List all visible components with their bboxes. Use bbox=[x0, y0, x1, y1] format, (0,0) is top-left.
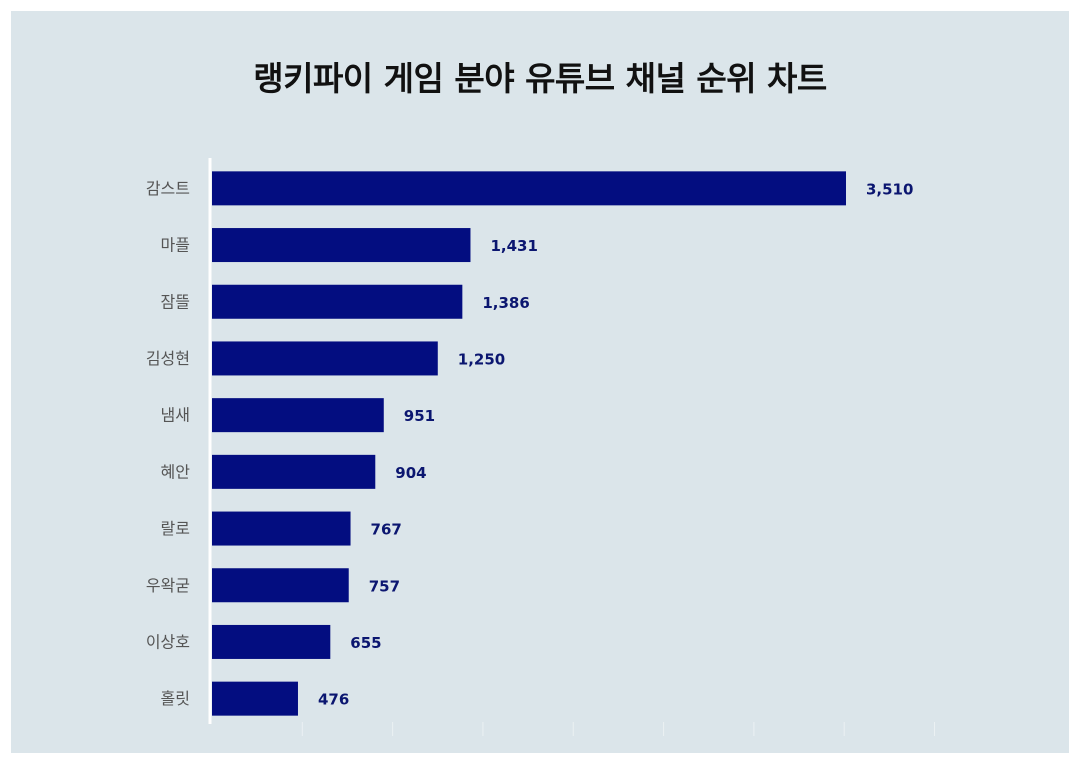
value-label-9: 655 bbox=[350, 634, 381, 652]
bar-6 bbox=[212, 454, 376, 489]
category-label-9: 이상호 bbox=[146, 632, 190, 651]
bar-2 bbox=[212, 228, 471, 263]
value-label-2: 1,431 bbox=[490, 237, 537, 255]
bar-9 bbox=[212, 624, 331, 659]
bar-10 bbox=[212, 681, 298, 716]
category-label-4: 김성현 bbox=[146, 349, 190, 368]
bar-5 bbox=[212, 398, 384, 433]
value-label-8: 757 bbox=[369, 577, 400, 595]
category-label-10: 홀릿 bbox=[161, 689, 190, 708]
x-ticks bbox=[301, 722, 935, 736]
value-label-1: 3,510 bbox=[866, 180, 913, 198]
value-label-4: 1,250 bbox=[458, 350, 505, 368]
value-label-10: 476 bbox=[318, 691, 349, 709]
bar-4 bbox=[212, 341, 438, 376]
category-label-3: 잠뜰 bbox=[161, 292, 190, 311]
value-label-3: 1,386 bbox=[482, 294, 529, 312]
category-label-7: 랄로 bbox=[161, 519, 190, 538]
bar-3 bbox=[212, 284, 463, 319]
chart-background bbox=[11, 11, 1069, 753]
bar-1 bbox=[212, 171, 846, 206]
bar-7 bbox=[212, 511, 351, 546]
chart-title: 랭키파이 게임 분야 유튜브 채널 순위 차트 bbox=[253, 59, 827, 98]
category-label-5: 냄새 bbox=[161, 406, 190, 425]
bar-8 bbox=[212, 568, 349, 603]
category-label-1: 감스트 bbox=[146, 179, 190, 198]
value-label-5: 951 bbox=[404, 407, 435, 425]
bars bbox=[212, 171, 846, 716]
category-label-8: 우왁굳 bbox=[146, 576, 190, 595]
category-label-2: 마플 bbox=[161, 236, 190, 255]
value-label-6: 904 bbox=[395, 464, 426, 482]
value-label-7: 767 bbox=[371, 521, 402, 539]
labels: 감스트 3,510 마플 1,431 잠뜰 1,386 김성현 1,250 냄새 951 혜안 904… bbox=[146, 179, 914, 709]
category-label-6: 혜안 bbox=[161, 462, 191, 481]
